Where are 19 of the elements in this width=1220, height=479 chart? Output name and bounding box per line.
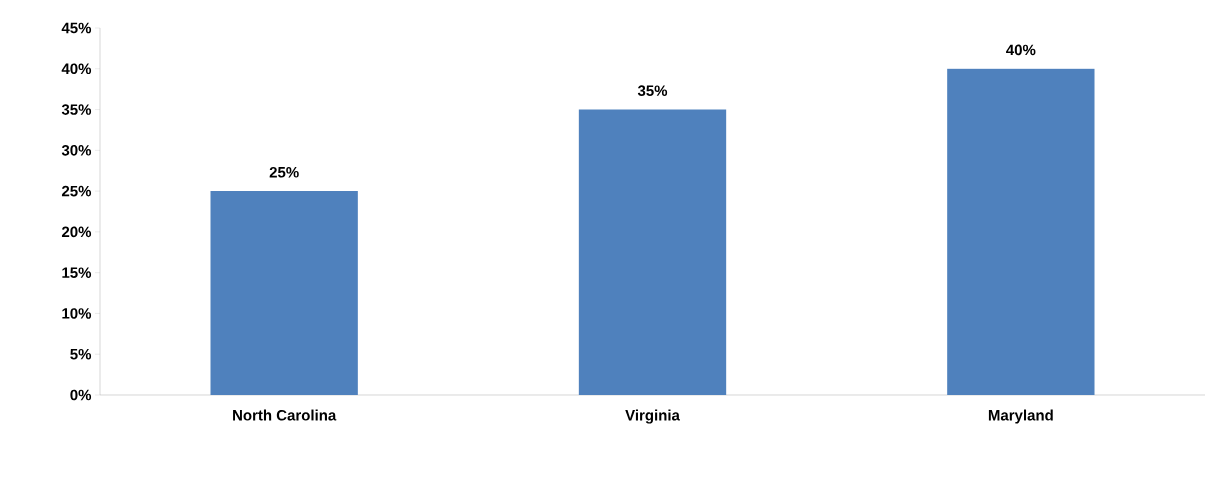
y-tick-label: 10% (62, 308, 92, 319)
y-tick-label: 15% (62, 267, 92, 278)
data-label: 25% (269, 166, 299, 178)
y-tick-label: 30% (61, 145, 92, 156)
x-tick-label: Maryland (988, 409, 1053, 424)
data-label: 35% (637, 85, 668, 97)
y-tick-label: 45% (61, 22, 92, 34)
y-tick-label: 25% (61, 185, 92, 197)
x-tick-label: Virginia (625, 409, 680, 424)
bar (947, 68, 1095, 395)
bar (578, 109, 727, 395)
x-tick-label: North Carolina (233, 409, 337, 421)
y-tick-label: 35% (61, 104, 92, 115)
y-tick-label: 5% (70, 348, 92, 360)
y-tick-label: 20% (61, 226, 92, 238)
y-tick-label: 0% (70, 389, 92, 401)
data-label: 40% (1006, 44, 1036, 56)
bar (210, 191, 358, 395)
y-tick-label: 40% (61, 63, 92, 75)
